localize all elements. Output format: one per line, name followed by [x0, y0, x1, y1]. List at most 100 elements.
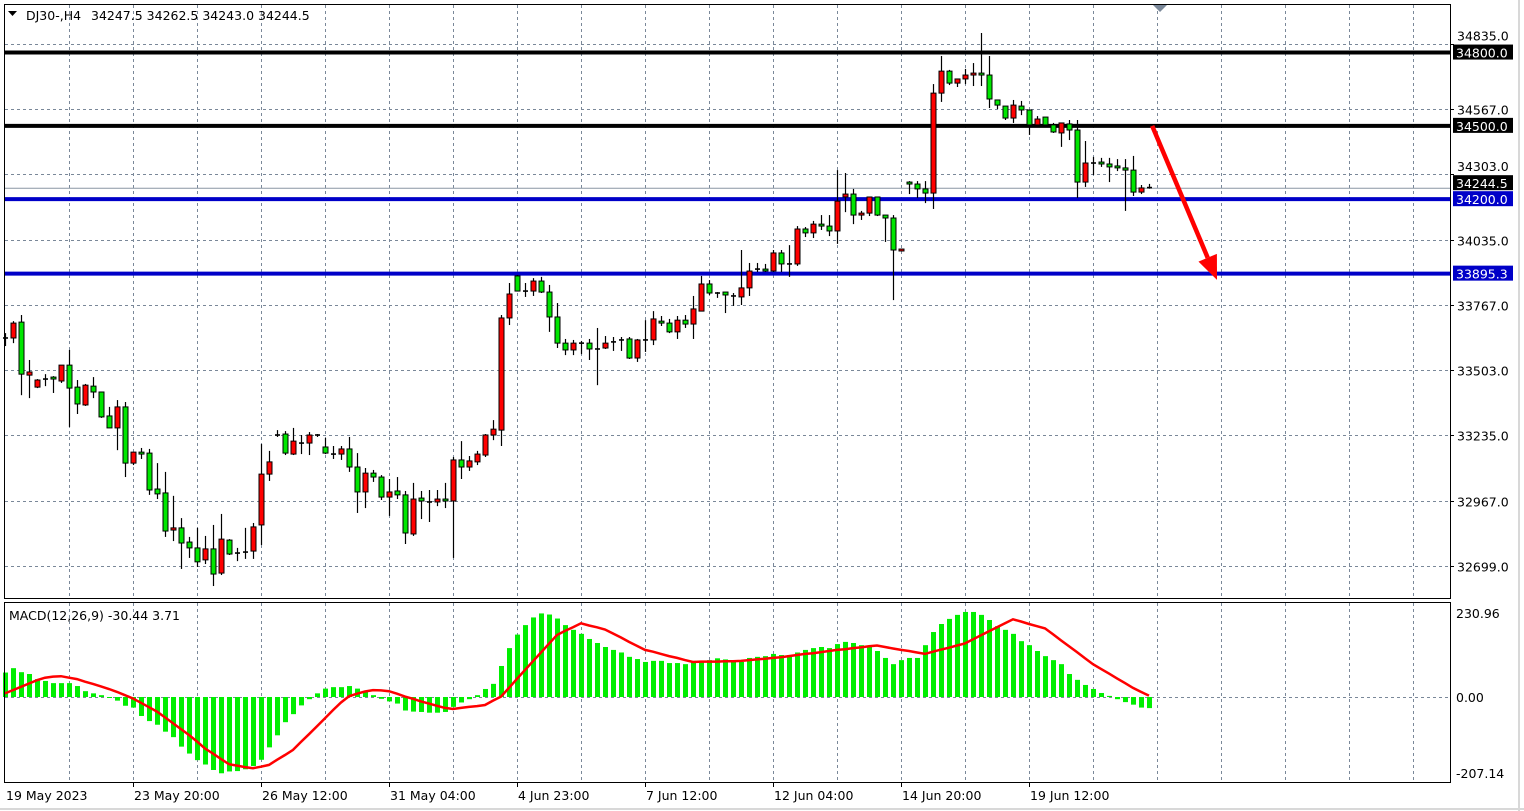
candle-body	[442, 498, 449, 502]
time-tick-label: 26 May 12:00	[262, 788, 348, 803]
candle	[946, 69, 953, 86]
macd-histogram-bar	[995, 626, 1000, 697]
candle-body	[66, 364, 73, 389]
candle	[282, 431, 289, 456]
candle	[1106, 157, 1113, 183]
macd-histogram-bar	[691, 660, 696, 697]
macd-histogram-bar	[235, 697, 240, 772]
candle	[466, 456, 473, 471]
candle-body	[538, 280, 545, 293]
candle	[850, 188, 857, 225]
candle	[410, 482, 417, 536]
macd-histogram-bar	[1043, 656, 1048, 697]
candle	[1058, 122, 1065, 147]
macd-tick-label: -207.14	[1456, 766, 1504, 781]
macd-histogram-bar	[1115, 697, 1120, 700]
candle-body	[458, 459, 465, 468]
candle	[882, 214, 889, 242]
macd-histogram-bar	[35, 679, 40, 697]
candle	[315, 434, 320, 437]
candle	[114, 400, 121, 451]
candle	[643, 320, 648, 352]
price-tag-box	[1453, 265, 1513, 281]
macd-histogram-bar	[595, 642, 600, 697]
candle-body	[450, 459, 457, 502]
candle	[43, 374, 48, 387]
candle	[18, 315, 25, 396]
price-tick-label: 32699.0	[1457, 560, 1509, 575]
candle-body	[722, 291, 729, 296]
level-price-tags: 34244.5 34800.0 34500.0 34200.0 33895.3	[1453, 44, 1513, 282]
candle	[715, 292, 720, 298]
macd-signal-line	[4, 617, 1150, 770]
candle	[706, 280, 713, 295]
horizontal-levels[interactable]	[5, 50, 1450, 276]
candle	[866, 196, 873, 217]
candle	[755, 262, 760, 273]
candle	[794, 226, 801, 266]
candle-body	[354, 466, 361, 493]
candle	[226, 539, 233, 555]
macd-histogram-bar	[723, 659, 728, 697]
candle	[898, 248, 905, 252]
main-panel-border	[4, 4, 1451, 599]
candle-body	[562, 342, 569, 351]
price-tag-box	[1453, 191, 1513, 207]
macd-histogram-bar	[1059, 664, 1064, 697]
down-arrow-annotation[interactable]	[1150, 124, 1217, 280]
candle	[1074, 120, 1081, 198]
candle	[523, 283, 528, 297]
candle-body	[826, 225, 833, 232]
ohlc-readout: 34247.5 34262.5 34243.0 34244.5	[91, 8, 310, 23]
macd-histogram-bar	[1083, 684, 1088, 697]
candle	[611, 337, 616, 351]
candle-body	[1026, 109, 1033, 126]
candle	[586, 338, 593, 360]
macd-histogram-bar	[675, 663, 680, 697]
price-tick-label: 33767.0	[1457, 299, 1509, 314]
candle	[994, 99, 1001, 110]
candle-body	[1074, 129, 1081, 183]
candle-body	[1010, 104, 1017, 119]
candle	[1042, 116, 1049, 126]
candle	[74, 380, 81, 414]
candle	[170, 495, 177, 542]
candle-body	[978, 72, 985, 76]
candle-body	[970, 72, 977, 76]
candle	[698, 275, 705, 312]
candle-body	[498, 317, 505, 431]
candle-body	[530, 280, 537, 292]
candle	[1098, 157, 1105, 167]
candle-body	[602, 342, 609, 349]
price-tag-label: 34500.0	[1456, 119, 1508, 134]
candle-body	[402, 494, 409, 534]
candle-body	[34, 379, 41, 388]
macd-histogram-bar	[979, 614, 984, 697]
macd-histogram-bar	[931, 632, 936, 697]
candle	[514, 274, 521, 292]
candle-body	[122, 406, 129, 464]
candle-body	[306, 434, 313, 444]
candle-body	[634, 339, 641, 359]
candle-body	[162, 492, 169, 532]
chart-shift-marker-icon[interactable]	[1153, 5, 1167, 12]
candle	[770, 250, 777, 273]
candle	[306, 432, 313, 456]
candle	[978, 33, 985, 87]
macd-histogram-bar	[843, 641, 848, 697]
macd-histogram-bar	[571, 629, 576, 697]
candle	[874, 196, 881, 217]
macd-histogram-bar	[323, 688, 328, 697]
candle-body	[1058, 122, 1065, 134]
candle-body	[250, 526, 257, 552]
candle	[818, 215, 825, 230]
candle	[619, 337, 624, 351]
macd-histogram-bar	[827, 648, 832, 697]
macd-histogram-bar	[523, 625, 528, 697]
candle-body	[658, 320, 665, 324]
candle-body	[690, 308, 697, 325]
macd-histogram-bar	[379, 697, 384, 699]
dropdown-triangle-icon[interactable]	[8, 11, 17, 16]
